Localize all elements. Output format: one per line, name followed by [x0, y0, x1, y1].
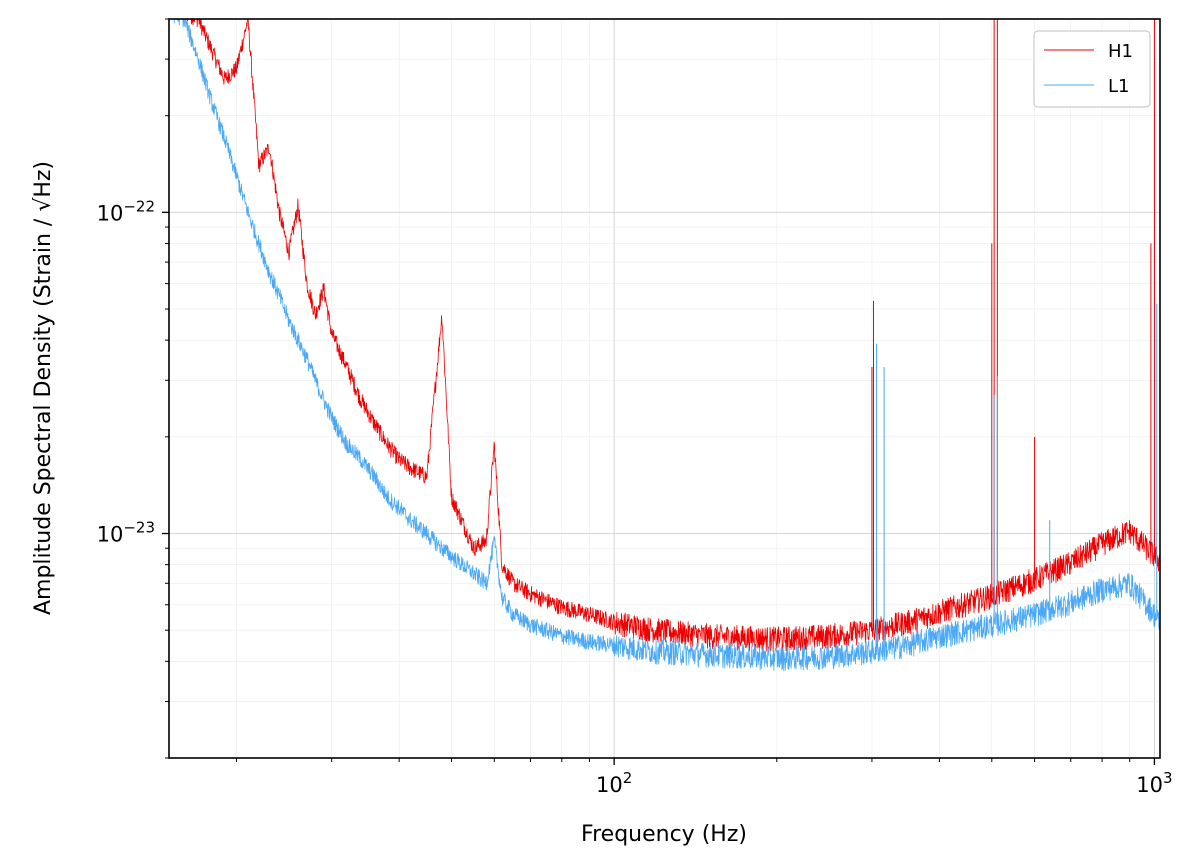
tick-labels: 102 103 10−22 10−23: [97, 197, 1173, 797]
x-tick-label: 102: [596, 769, 632, 797]
x-tick-label: 103: [1136, 769, 1172, 797]
x-axis-label: Frequency (Hz): [581, 822, 747, 847]
series-line-h1: [176, 19, 1160, 652]
legend-label-h1: H1: [1108, 41, 1133, 62]
y-tick-label: 10−23: [97, 519, 155, 547]
series-line-l1: [173, 19, 1160, 672]
plot-frame: [168, 18, 1161, 759]
ticks: [162, 18, 1156, 765]
legend-label-l1: L1: [1108, 76, 1129, 97]
y-tick-label: 10−22: [97, 197, 155, 225]
legend: H1 L1: [1033, 30, 1151, 108]
y-axis-label: Amplitude Spectral Density (Strain / √Hz…: [31, 161, 56, 615]
series-group: [173, 19, 1160, 672]
